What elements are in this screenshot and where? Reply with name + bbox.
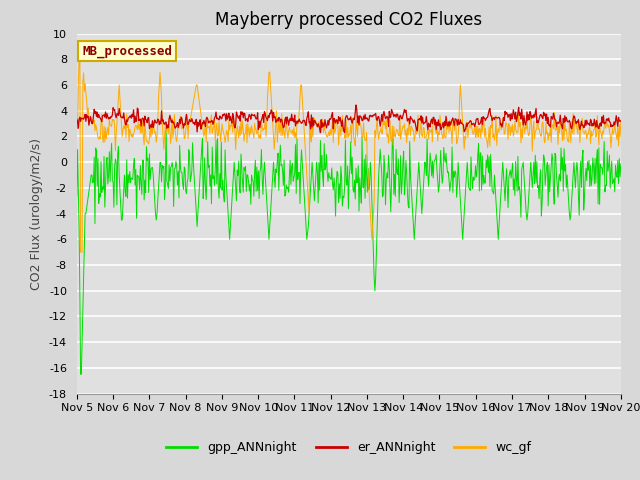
wc_gf: [84, 105, 92, 111]
gpp_ANNnight: [140, 157, 147, 163]
wc_gf: [433, 131, 440, 136]
Y-axis label: CO2 Flux (urology/m2/s): CO2 Flux (urology/m2/s): [30, 138, 44, 289]
gpp_ANNnight: [433, 152, 440, 157]
Text: MB_processed: MB_processed: [82, 44, 172, 58]
wc_gf: [196, 99, 204, 105]
wc_gf: [417, 126, 424, 132]
Legend: gpp_ANNnight, er_ANNnight, wc_gf: gpp_ANNnight, er_ANNnight, wc_gf: [161, 436, 536, 459]
Line: gpp_ANNnight: gpp_ANNnight: [77, 124, 621, 374]
gpp_ANNnight: [196, 185, 204, 191]
er_ANNnight: [433, 127, 440, 132]
er_ANNnight: [617, 118, 625, 123]
gpp_ANNnight: [162, 121, 170, 127]
er_ANNnight: [73, 117, 81, 122]
gpp_ANNnight: [417, 185, 424, 191]
wc_gf: [140, 142, 148, 147]
er_ANNnight: [417, 117, 424, 123]
er_ANNnight: [223, 111, 230, 117]
wc_gf: [73, 120, 81, 126]
wc_gf: [224, 139, 232, 144]
gpp_ANNnight: [224, 211, 232, 216]
er_ANNnight: [139, 115, 147, 121]
Line: er_ANNnight: er_ANNnight: [77, 105, 621, 133]
er_ANNnight: [317, 130, 324, 136]
er_ANNnight: [83, 112, 90, 118]
gpp_ANNnight: [73, 193, 81, 199]
wc_gf: [77, 249, 84, 255]
Title: Mayberry processed CO2 Fluxes: Mayberry processed CO2 Fluxes: [215, 11, 483, 29]
gpp_ANNnight: [84, 200, 92, 205]
gpp_ANNnight: [617, 161, 625, 167]
er_ANNnight: [352, 102, 360, 108]
wc_gf: [617, 119, 625, 125]
er_ANNnight: [194, 119, 202, 125]
gpp_ANNnight: [77, 372, 84, 377]
Line: wc_gf: wc_gf: [77, 47, 621, 252]
wc_gf: [76, 44, 84, 49]
